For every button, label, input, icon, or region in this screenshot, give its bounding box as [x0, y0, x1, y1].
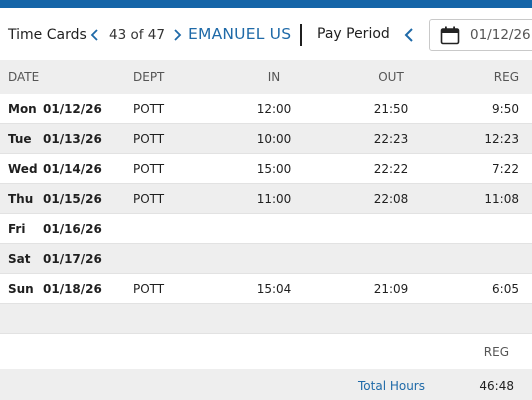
- row-reg: 12:23: [484, 132, 519, 146]
- table-row[interactable]: Tue 01/13/26 POTT 10:00 22:23 12:23: [0, 124, 532, 154]
- row-date: 01/13/26: [43, 132, 102, 146]
- row-day: Mon: [8, 102, 37, 116]
- row-day: Wed: [8, 162, 38, 176]
- total-hours-label: Total Hours: [358, 379, 425, 393]
- table-row[interactable]: Wed 01/14/26 POTT 15:00 22:22 7:22: [0, 154, 532, 184]
- table-row[interactable]: Sun 01/18/26 POTT 15:04 21:09 6:05: [0, 274, 532, 304]
- row-out: 21:09: [373, 282, 409, 296]
- column-header-in: IN: [267, 70, 281, 84]
- table-row[interactable]: Thu 01/15/26 POTT 11:00 22:08 11:08: [0, 184, 532, 214]
- row-day: Sat: [8, 252, 31, 266]
- column-header-dept: DEPT: [133, 70, 165, 84]
- row-reg: 11:08: [484, 192, 519, 206]
- record-position: 43 of 47: [109, 27, 165, 43]
- row-date: 01/14/26: [43, 162, 102, 176]
- row-in: 11:00: [256, 192, 292, 206]
- row-dept: POTT: [133, 102, 165, 116]
- row-in: 15:04: [256, 282, 292, 296]
- table-row[interactable]: Sat 01/17/26: [0, 244, 532, 274]
- column-header-out: OUT: [378, 70, 404, 84]
- row-date: 01/12/26: [43, 102, 102, 116]
- row-out: 22:22: [373, 162, 409, 176]
- row-dept: POTT: [133, 132, 165, 146]
- row-in: 10:00: [256, 132, 292, 146]
- row-out: 22:08: [373, 192, 409, 206]
- pay-period-date-picker[interactable]: 01/12/26: [429, 19, 532, 51]
- previous-employee-button[interactable]: [88, 28, 102, 42]
- row-in: 12:00: [256, 102, 292, 116]
- chevron-left-icon: [404, 28, 413, 42]
- chevron-right-icon: [174, 29, 182, 41]
- row-day: Fri: [8, 222, 26, 236]
- row-day: Tue: [8, 132, 32, 146]
- row-day: Thu: [8, 192, 34, 206]
- next-employee-button[interactable]: [170, 28, 184, 42]
- row-day: Sun: [8, 282, 34, 296]
- table-row[interactable]: Fri 01/16/26: [0, 214, 532, 244]
- row-reg: 7:22: [492, 162, 519, 176]
- row-dept: POTT: [133, 192, 165, 206]
- header-divider: [300, 24, 302, 46]
- page-title: Time Cards: [8, 27, 87, 43]
- row-dept: POTT: [133, 282, 165, 296]
- row-date: 01/15/26: [43, 192, 102, 206]
- column-header-reg: REG: [493, 70, 519, 84]
- row-reg: 9:50: [492, 102, 519, 116]
- table-header: DATE DEPT IN OUT REG: [0, 60, 532, 94]
- table-spacer: [0, 304, 532, 334]
- timecard-header: Time Cards 43 of 47 EMANUEL US Pay Perio…: [0, 8, 532, 61]
- pay-period-label: Pay Period: [317, 26, 390, 42]
- row-date: 01/17/26: [43, 252, 102, 266]
- row-date: 01/16/26: [43, 222, 102, 236]
- column-header-date: DATE: [8, 70, 40, 84]
- row-dept: POTT: [133, 162, 165, 176]
- row-out: 21:50: [373, 102, 409, 116]
- summary-column-reg: REG: [483, 345, 509, 359]
- total-hours-row: Total Hours 46:48: [0, 369, 532, 400]
- timecard-table-body: Mon 01/12/26 POTT 12:00 21:50 9:50 Tue 0…: [0, 94, 532, 304]
- table-row[interactable]: Mon 01/12/26 POTT 12:00 21:50 9:50: [0, 94, 532, 124]
- calendar-icon: [440, 26, 460, 45]
- row-reg: 6:05: [492, 282, 519, 296]
- row-date: 01/18/26: [43, 282, 102, 296]
- summary-header: REG: [0, 334, 532, 369]
- top-accent-bar: [0, 0, 532, 8]
- pay-period-date-value: 01/12/26: [470, 27, 531, 43]
- employee-name-link[interactable]: EMANUEL US: [188, 25, 292, 43]
- previous-pay-period-button[interactable]: [402, 27, 416, 42]
- total-hours-value: 46:48: [479, 379, 514, 393]
- row-out: 22:23: [373, 132, 409, 146]
- chevron-left-icon: [90, 29, 98, 41]
- row-in: 15:00: [256, 162, 292, 176]
